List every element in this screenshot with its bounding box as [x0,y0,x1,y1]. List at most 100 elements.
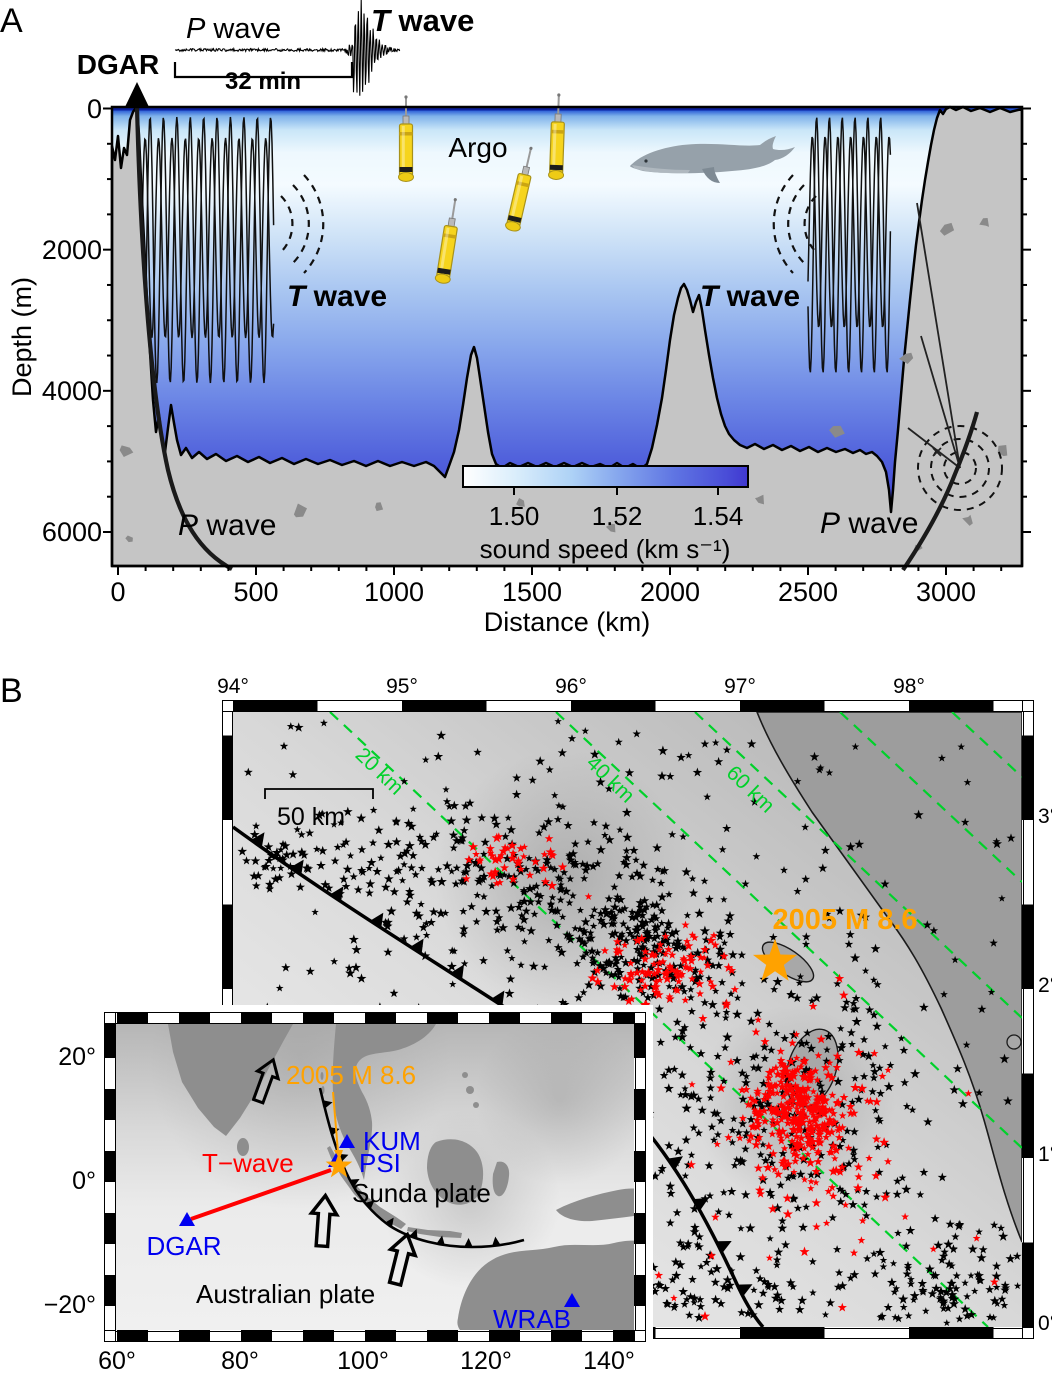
x-tick-2000: 2000 [639,577,701,607]
depth-axis-label: Depth (m) [6,276,37,398]
inset-twave-label: T−wave [202,1148,294,1178]
y-tick-0: 0 [86,94,102,124]
map-frame-top [222,700,1034,712]
panel-a-axis-ticks [103,107,1031,575]
seismogram-trace [174,0,401,96]
frame-corner [104,1330,116,1342]
x-tick-1000: 1000 [363,577,425,607]
sound-speed-colorbar [462,465,749,495]
scalebar-bracket [264,788,374,799]
lon-tick-97: 97° [724,675,756,698]
x-tick-3000: 3000 [915,577,977,607]
argo-float [434,198,458,284]
colorbar-tick-150: 1.50 [488,501,540,531]
argo-floats [398,93,565,284]
kum-station-label: KUM [363,1126,421,1156]
t-rest: wave [305,280,388,313]
inset-frame-right [634,1012,646,1342]
seismogram [173,0,401,96]
t-italic: T [371,3,390,38]
p-rest: wave [840,507,919,540]
t-italic: T [287,280,306,313]
lon-tick-98: 98° [893,675,925,698]
earthquake-source-wavefronts [917,425,1003,511]
inset-landmasses [168,1024,634,1330]
inset-lon-120: 120° [460,1347,512,1374]
inset-lon-80: 80° [221,1347,259,1374]
colorbar-tick-154: 1.54 [692,501,744,531]
inset-lon-140: 140° [583,1347,635,1374]
argo-float [505,146,533,232]
wrab-station-label: WRAB [493,1304,571,1334]
inset-trench-teeth [322,1100,501,1247]
t-wave-rays [139,116,892,384]
slab-depth-contours [329,712,1022,1327]
sumatra-coastline-land [756,712,1022,1243]
argo-float [398,95,414,182]
x-tick-2500: 2500 [777,577,839,607]
inset-lat-20: 20° [58,1043,96,1071]
t-wave-left-label: T wave [287,281,387,312]
australian-plate-label: Australian plate [196,1279,376,1309]
inset-frame-top [104,1012,646,1024]
y-tick-2000: 2000 [41,235,102,265]
t-wave-path-line [190,1168,332,1221]
y-tick-6000: 6000 [41,517,102,547]
relief-shadow [695,1005,895,1205]
inset-lat-minus20: −20° [43,1291,96,1319]
frame-corner [634,1012,646,1024]
plate-motion-arrows [251,1057,418,1288]
frame-corner [634,1330,646,1342]
lat-tick-3: 3° [1038,805,1052,828]
scalebar-label: 50 km [276,803,346,831]
frame-corner [1022,1327,1034,1339]
psi-station-label: PSI [359,1148,401,1178]
wrab-triangle [564,1293,580,1307]
small-island-outline [1006,1034,1022,1050]
p-wave-path-right [901,411,980,572]
map-frame-right [1022,700,1034,1339]
lon-tick-94: 94° [217,675,249,698]
panel-a-section [103,0,1031,575]
inset-mainshock-label: 2005 M 8.6 [286,1060,417,1090]
colorbar-tick-152: 1.52 [591,501,643,531]
whale-illustration [630,136,795,183]
p-italic: P [178,509,199,542]
inset-frame-bottom [104,1330,646,1342]
inset-map [116,1024,634,1330]
p-wave-left-label: P wave [178,510,276,541]
inset-lon-60: 60° [98,1347,136,1374]
p-rest: wave [205,13,282,45]
mainshock-label: 2005 M 8.6 [772,904,918,936]
argo-label: Argo [448,132,508,163]
p-italic: P [820,507,841,540]
kum-triangle [339,1134,355,1148]
inset-frame-left [104,1012,116,1342]
relief-shadow [435,750,695,1010]
seismogram-p-wave-label: P wave [186,14,281,44]
acoustic-scatter-arcs-left [280,174,325,274]
p-wave-path-left [134,106,233,571]
dgar-station-marker [125,82,149,107]
frame-corner [104,1012,116,1024]
seismogram-t-wave-label: T wave [371,3,474,38]
distance-axis-label: Distance (km) [483,607,651,637]
argo-float [548,93,565,180]
seismogram-duration-bracket [173,62,354,79]
lat-tick-0: 0° [1038,1312,1052,1335]
lat-tick-1: 1° [1038,1143,1052,1166]
east-sea-shade [475,1024,634,1185]
dgar-triangle [179,1212,195,1226]
inset-lon-100: 100° [337,1347,389,1374]
panel-b-label: B [0,672,23,710]
lon-tick-96: 96° [555,675,587,698]
p-wave-right-label: P wave [820,508,918,539]
panel-a-plot-border [110,105,1024,568]
lat-tick-2: 2° [1038,974,1052,997]
panel-a-label: A [0,2,23,40]
t-wave-right-label: T wave [700,281,800,312]
p-rest: wave [198,509,277,542]
y-tick-4000: 4000 [41,376,102,406]
frame-corner [1022,700,1034,712]
t-rest: wave [718,280,801,313]
